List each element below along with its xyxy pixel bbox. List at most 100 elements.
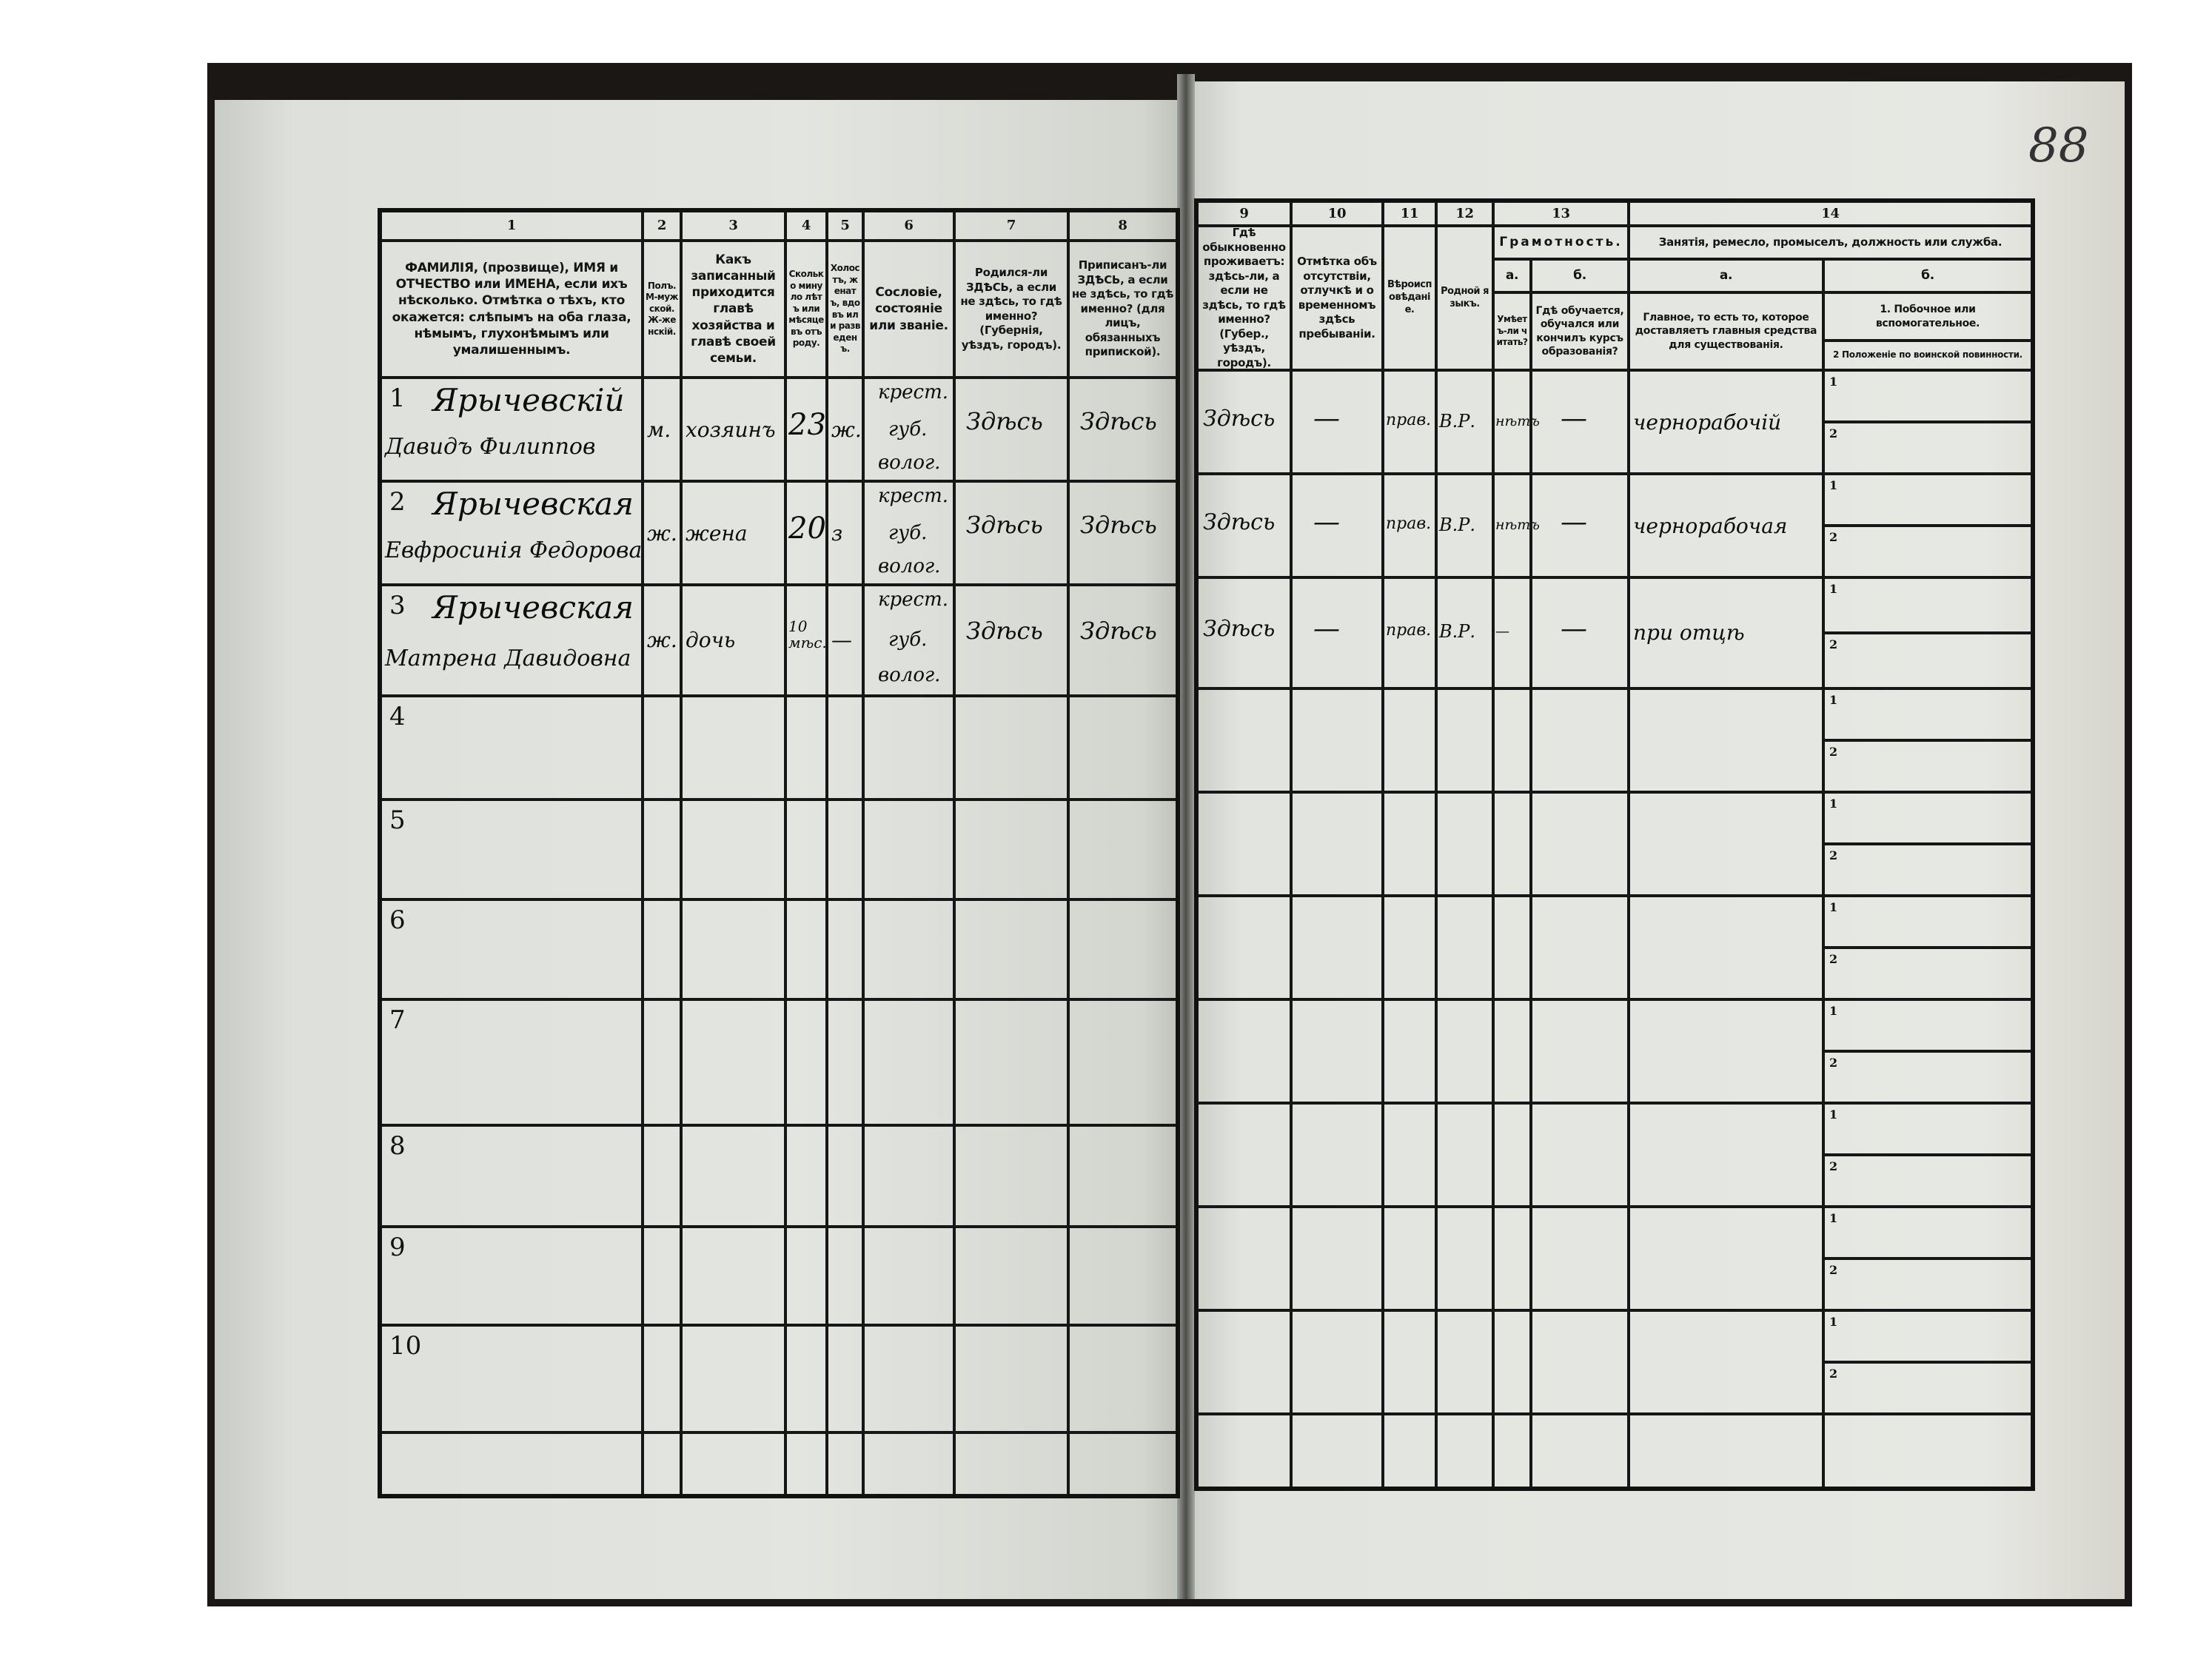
table-cell: [827, 1227, 863, 1325]
table-cell: [681, 999, 785, 1125]
entry-estate: крест.: [878, 589, 949, 611]
table-cell: [954, 585, 1068, 696]
table-cell: [1383, 688, 1436, 792]
table-cell: [1531, 577, 1629, 688]
table-cell: [827, 1325, 863, 1432]
table-cell: [1383, 999, 1436, 1103]
entry-estate: волог.: [878, 554, 941, 577]
entry-religion: прав.: [1386, 621, 1432, 640]
entry-occupation: чернорабочій: [1633, 410, 1782, 435]
table-cell: [1629, 370, 1823, 474]
entry-relation: хозяинъ: [686, 418, 776, 442]
column-header: Вѣроисповѣданіе.: [1383, 226, 1436, 370]
row-number: 8: [389, 1131, 406, 1161]
row-sub-label: 2: [1829, 637, 1838, 651]
table-cell: [381, 1227, 643, 1325]
table-cell: [1436, 896, 1493, 999]
table-cell: [681, 1325, 785, 1432]
table-cell: [785, 585, 827, 696]
subcolumn-label: б.: [1531, 259, 1629, 292]
table-cell: [381, 800, 643, 899]
table-cell: [1493, 577, 1531, 688]
table-cell: [785, 696, 827, 800]
table-cell: [827, 800, 863, 899]
row-sub-label: 2: [1829, 1056, 1838, 1070]
row-number: 6: [389, 905, 406, 935]
entry-religion: прав.: [1386, 515, 1432, 533]
entry-estate: крест.: [878, 485, 949, 507]
entry-residence: Здѣсь: [1203, 406, 1276, 432]
table-cell: [827, 481, 863, 585]
entry-occupation: чернорабочая: [1633, 514, 1788, 538]
table-cell: [1197, 688, 1291, 792]
table-cell: [785, 999, 827, 1125]
table-cell: [1493, 688, 1531, 792]
table-cell: [381, 899, 643, 999]
table-cell: [1493, 999, 1531, 1103]
table-cell: [863, 800, 954, 899]
table-cell: [1629, 688, 1823, 792]
row-sub-label: 2: [1829, 745, 1838, 759]
table-cell: [863, 696, 954, 800]
row-sub-label: 2: [1829, 952, 1838, 966]
table-cell: [827, 999, 863, 1125]
row-sub-label: 1: [1829, 797, 1838, 811]
table-cell: [1531, 370, 1629, 474]
entry-sex: ж.: [647, 521, 677, 546]
table-cell: [1629, 1103, 1823, 1207]
table-cell: [1493, 370, 1531, 474]
table-cell: [1531, 1207, 1629, 1310]
entry-given-name: Матрена Давидовна: [385, 645, 631, 671]
table-cell: [1493, 792, 1531, 896]
table-cell: [1531, 474, 1629, 577]
table-cell: [1436, 1310, 1493, 1414]
entry-education: —: [1561, 403, 1587, 435]
table-cell: [1629, 999, 1823, 1103]
subcolumn-header: Гдѣ обучается, обучался или кончилъ курс…: [1531, 292, 1629, 370]
column-number: 7: [954, 211, 1068, 241]
table-cell: [954, 899, 1068, 999]
entry-absence: —: [1313, 403, 1340, 435]
table-cell: [681, 1125, 785, 1227]
table-cell: [1197, 1103, 1291, 1207]
table-cell: [1493, 896, 1531, 999]
table-cell: [785, 800, 827, 899]
table-cell: [954, 800, 1068, 899]
table-cell: [1383, 1310, 1436, 1414]
entry-surname: Ярычевскій: [432, 382, 625, 418]
table-cell: [1291, 999, 1383, 1103]
table-cell: [643, 1227, 681, 1325]
table-cell: [1291, 1207, 1383, 1310]
table-cell: [863, 899, 954, 999]
table-cell: [643, 999, 681, 1125]
subcolumn-header: Главное, то есть то, которое доставляетъ…: [1629, 292, 1823, 370]
row-number: 3: [389, 591, 406, 620]
table-cell: [863, 1325, 954, 1432]
table-cell: [863, 378, 954, 481]
column-header: Родной языкъ.: [1436, 226, 1493, 370]
entry-marital: —: [831, 628, 852, 652]
table-cell: [1629, 1207, 1823, 1310]
table-cell: [1197, 474, 1291, 577]
column-number: 5: [827, 211, 863, 241]
entry-can-read: нѣтъ: [1495, 516, 1540, 533]
book-spine: [1177, 74, 1195, 1599]
table-cell: [1383, 1103, 1436, 1207]
subcolumn-header: 1. Побочное или вспомогательное.: [1823, 292, 2032, 341]
column-header: ФАМИЛІЯ, (прозвище), ИМЯ и ОТЧЕСТВО или …: [381, 241, 643, 378]
column-number: 4: [785, 211, 827, 241]
table-cell: [1531, 688, 1629, 792]
table-cell: [1493, 474, 1531, 577]
table-cell: [1197, 577, 1291, 688]
table-cell: [1629, 792, 1823, 896]
row-sub-label: 2: [1829, 1159, 1838, 1173]
table-cell: [954, 696, 1068, 800]
table-cell: [643, 899, 681, 999]
entry-sex: ж.: [647, 628, 677, 652]
table-cell: [1531, 896, 1629, 999]
table-cell: [954, 481, 1068, 585]
table-cell: [1493, 1103, 1531, 1207]
row-sub-label: 2: [1829, 530, 1838, 544]
table-cell: [1436, 1103, 1493, 1207]
table-cell: [681, 1227, 785, 1325]
